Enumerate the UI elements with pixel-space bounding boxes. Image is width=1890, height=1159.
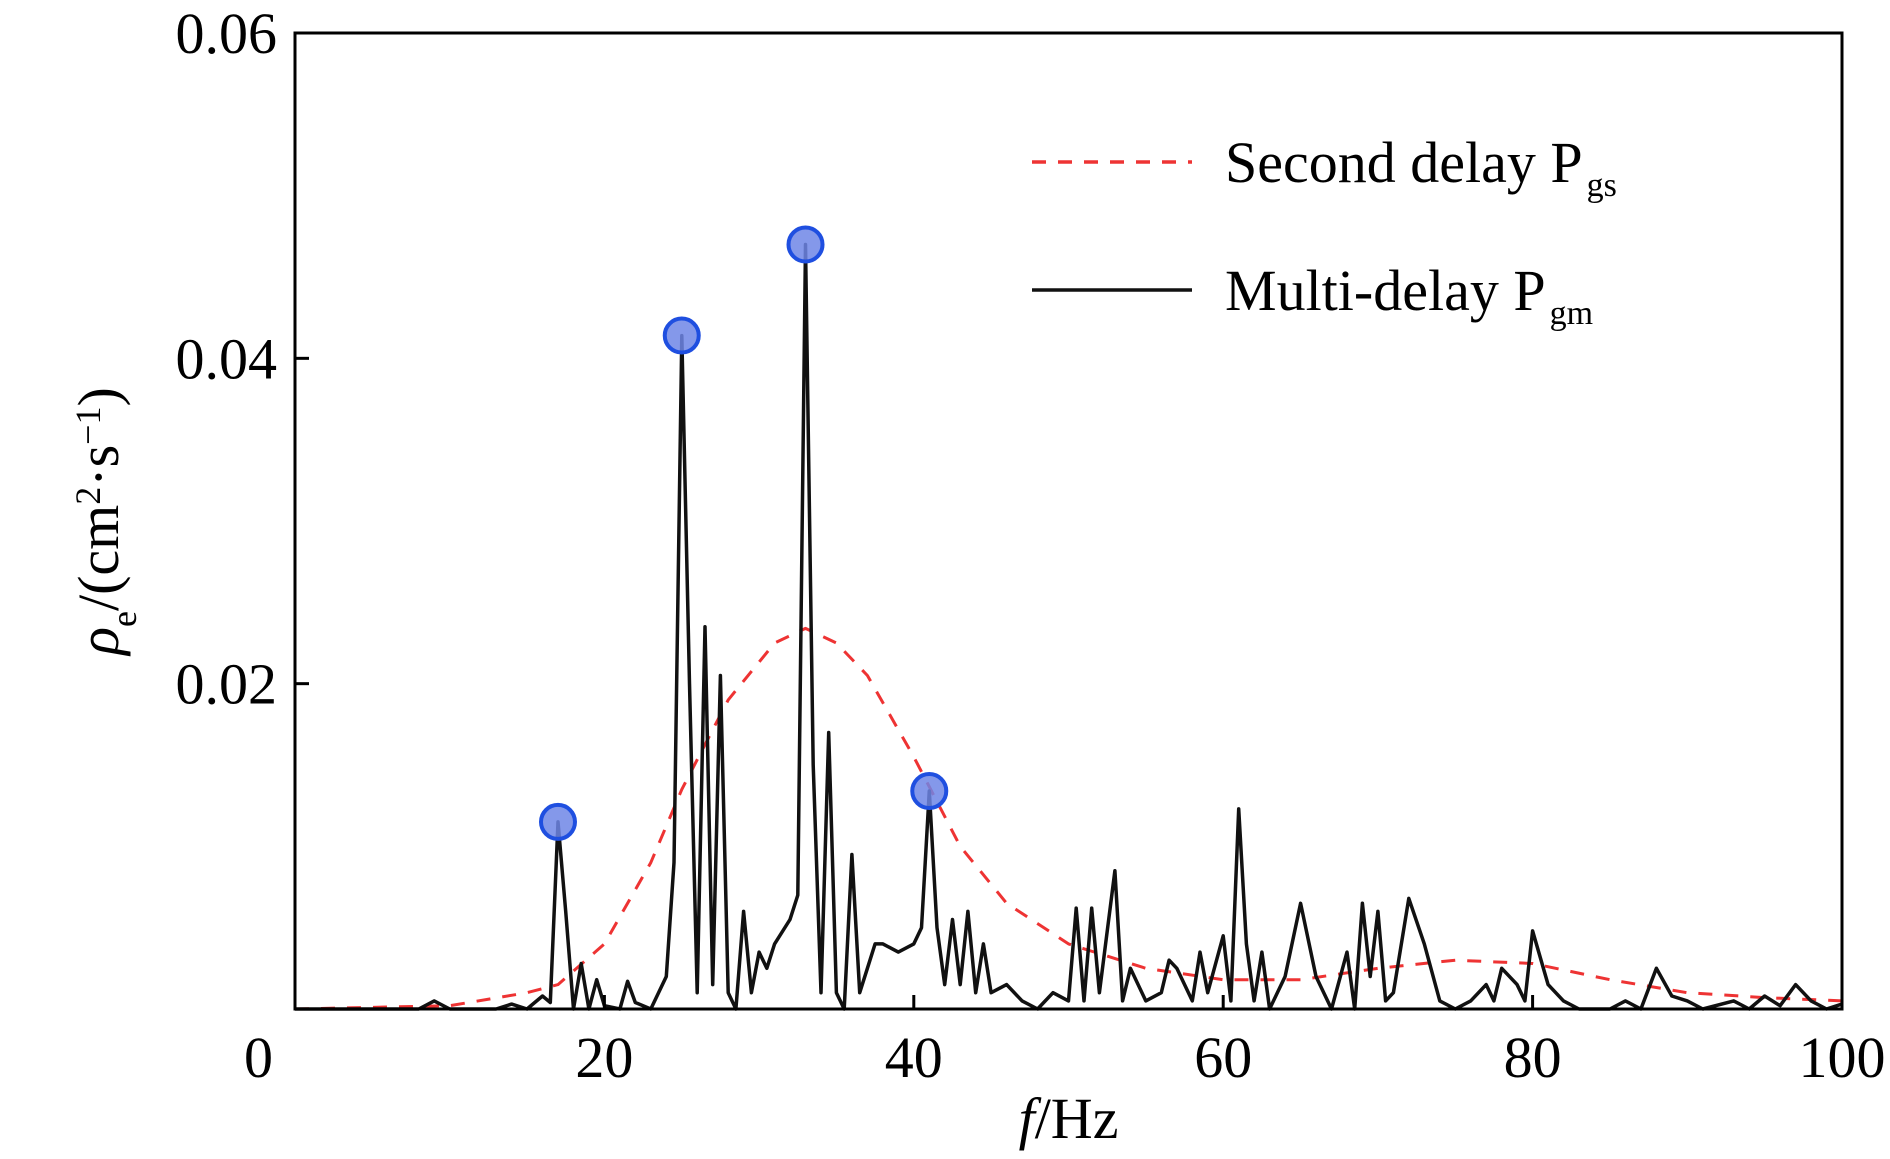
- series-line: [294, 626, 1843, 1011]
- x-tick-label: 60: [1194, 1025, 1252, 1090]
- peak-marker: [662, 316, 701, 355]
- plot-frame: [293, 31, 1844, 1011]
- peak-marker: [786, 225, 825, 264]
- y-tick-label: 0.04: [176, 326, 278, 391]
- y-label-part: ρ: [66, 627, 131, 657]
- y-label-part: ): [66, 387, 131, 406]
- x-tick-label: 40: [885, 1025, 943, 1090]
- legend-name: Multi-delay P: [1225, 258, 1546, 323]
- peak-marker: [538, 802, 577, 841]
- y-tick-label: 0.06: [176, 1, 278, 66]
- x-tick-label: 0: [244, 1025, 273, 1090]
- y-label-part: −1: [68, 407, 108, 445]
- peak-marker: [910, 772, 949, 811]
- x-tick-label: 20: [575, 1025, 633, 1090]
- y-tick-label: 0.02: [176, 652, 278, 717]
- y-label-part: /(cm: [66, 505, 131, 611]
- y-label-part: ·s: [66, 445, 131, 487]
- x-label-part: /Hz: [1035, 1086, 1119, 1151]
- legend-subscript: gm: [1550, 295, 1593, 332]
- legend-name: Second delay P: [1225, 130, 1583, 195]
- y-label-part: e: [104, 611, 144, 627]
- series-line: [295, 242, 1843, 1011]
- x-tick-label: 80: [1504, 1025, 1562, 1090]
- y-label-part: 2: [68, 487, 108, 505]
- x-axis-label: f/Hz: [1019, 1086, 1119, 1151]
- y-axis-label: ρe/(cm2·s−1): [66, 387, 144, 657]
- legend-subscript: gs: [1587, 167, 1617, 204]
- x-tick-label: 100: [1799, 1025, 1886, 1090]
